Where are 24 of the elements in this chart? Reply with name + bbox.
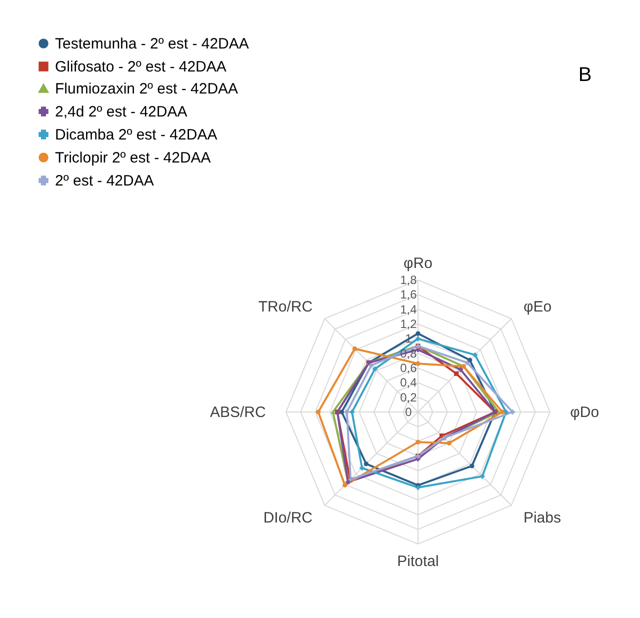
legend-label: Glifosato - 2º est - 42DAA xyxy=(55,58,226,76)
y-tick-label: 1,6 xyxy=(400,288,418,302)
spoke-label: ABS/RC xyxy=(210,404,266,421)
spoke-label: DIo/RC xyxy=(263,509,313,526)
legend-label: Flumiozaxin 2º est - 42DAA xyxy=(55,80,238,98)
text: B xyxy=(578,64,592,86)
spoke-label: φRo xyxy=(404,254,432,272)
spoke-label: φDo xyxy=(570,404,600,421)
y-tick-label: 1,2 xyxy=(400,317,418,331)
spoke-label: TRo/RC xyxy=(258,298,313,316)
legend-label: Dicamba 2º est - 42DAA xyxy=(55,126,218,144)
y-tick-label: 0,2 xyxy=(400,390,418,404)
y-tick-label: 1,8 xyxy=(400,273,418,287)
legend-label: 2,4d 2º est - 42DAA xyxy=(55,104,188,120)
y-tick-label: 1,4 xyxy=(400,302,418,316)
legend-label: Triclopir 2º est - 42DAA xyxy=(55,150,211,166)
legend-label: 2º est - 42DAA xyxy=(55,172,154,190)
spoke-label: Piabs xyxy=(523,509,562,526)
y-tick-label: 0,4 xyxy=(400,376,418,390)
y-tick-label: 0 xyxy=(405,405,412,419)
spoke-label: Pitotal xyxy=(397,553,439,570)
y-tick-label: 0,6 xyxy=(400,361,418,375)
spoke-label: φEo xyxy=(523,298,552,316)
legend-label: Testemunha - 2º est - 42DAA xyxy=(55,36,249,52)
